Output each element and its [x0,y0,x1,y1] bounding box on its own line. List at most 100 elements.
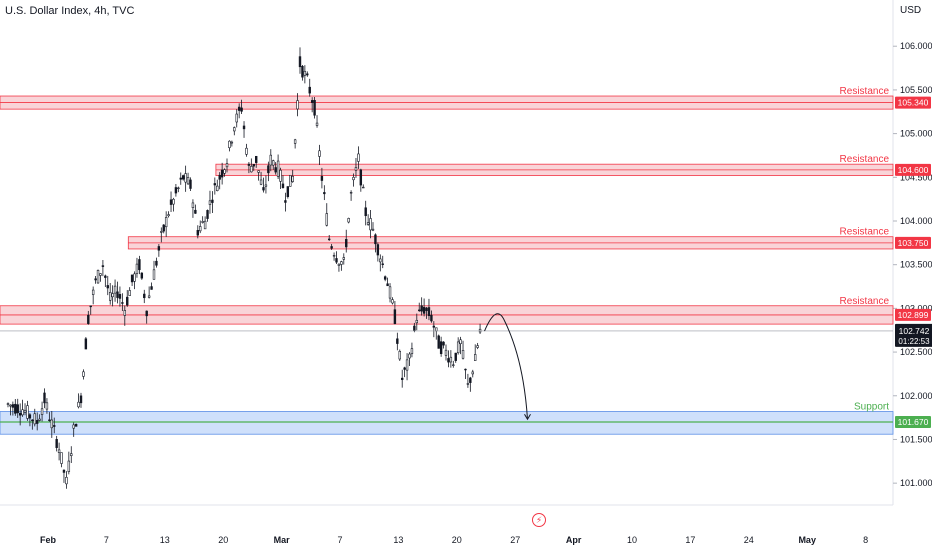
candle-body [87,314,90,324]
candle-body [35,420,39,424]
support-zone [0,411,894,435]
candle-body [31,419,34,422]
candle-body [60,452,63,464]
resistance-price-tag [895,236,931,249]
candle-body [143,293,146,299]
candle-body [26,405,29,419]
y-tick-label: 102.500 [900,347,932,357]
resistance-price-tag-text: 103.750 [898,238,929,248]
candle-body [306,73,309,76]
support-price-tag-text: 101.670 [898,417,929,427]
candle-body [447,358,450,363]
candle-body [403,367,406,370]
flash-icon[interactable]: ⚡ [532,513,546,527]
candle-body [45,402,49,410]
candle-body [425,307,428,312]
candle-body [396,338,399,344]
candle-body [62,469,66,473]
support-price-tag [895,415,931,428]
candle-body [6,403,10,405]
candle-body [286,186,290,197]
candle-body [320,176,324,181]
candle-body [337,263,341,266]
candle-body [14,403,17,414]
candle-body [162,224,165,232]
resistance-price-tag [895,163,931,176]
candle-body [172,198,175,205]
candle-body [391,299,394,304]
candle-body [213,183,217,186]
x-tick-label: 27 [510,535,520,545]
candle-body [466,383,470,385]
candle-body [126,296,129,306]
y-tick-label: 104.000 [900,216,932,226]
candle-body [230,141,234,144]
candle-body [459,339,462,345]
resistance-price-tag [895,96,931,109]
candle-body [152,269,156,280]
candle-body [349,192,353,194]
x-tick-label: May [798,535,816,545]
candle-body [252,164,255,167]
candle-body [206,210,209,219]
candle-body [476,345,479,348]
candle-body [65,476,68,485]
candle-body [444,349,448,356]
candle-body [422,307,426,314]
candle-body [111,293,114,298]
candle-body [400,377,404,380]
candle-body [415,320,418,324]
candle-body [259,179,263,185]
resistance-price-tag [895,308,931,321]
resistance-price-tag-text: 102.899 [898,310,929,320]
candle-body [150,286,153,290]
candle-body [16,404,19,414]
candle-body [89,305,92,308]
candle-body [57,449,61,453]
candle-body [203,220,207,230]
candle-body [386,283,389,287]
candle-body [113,285,117,294]
candle-body [318,150,321,157]
candle-body [216,185,219,191]
candle-body [383,276,387,280]
candle-body [77,401,80,408]
y-tick-label: 104.500 [900,172,932,182]
y-tick-label: 105.500 [900,85,932,95]
candle-body [274,167,277,173]
candle-body [332,255,336,257]
candle-body [347,218,350,223]
chart-title: U.S. Dollar Index, 4h, TVC [5,5,135,17]
candle-body [289,174,292,187]
candle-body [293,139,297,144]
candle-body [223,169,226,174]
candle-body [303,70,307,76]
candle-body [116,291,119,298]
current-price-tag [895,323,932,347]
candle-body [91,289,95,295]
candle-body [237,106,241,111]
candle-body [272,160,275,166]
candle-body [454,352,457,361]
resistance-label: Resistance [840,227,890,238]
resistance-price-tag-text: 104.600 [898,165,929,175]
candle-body [196,230,199,236]
candle-body [33,413,36,425]
x-tick-label: 7 [104,535,109,545]
candle-body [354,167,358,171]
x-tick-label: 7 [337,535,342,545]
candle-body [250,166,253,173]
candle-body [376,244,380,256]
candle-body [418,309,421,312]
candle-body [99,273,102,276]
candle-body [456,341,460,354]
candle-body [359,169,363,186]
candle-body [72,424,75,429]
candle-body [23,409,27,413]
candle-body [427,307,431,317]
candle-body [228,140,231,149]
candle-body [379,258,382,263]
candle-body [101,265,105,267]
y-tick-label: 101.500 [900,434,932,444]
